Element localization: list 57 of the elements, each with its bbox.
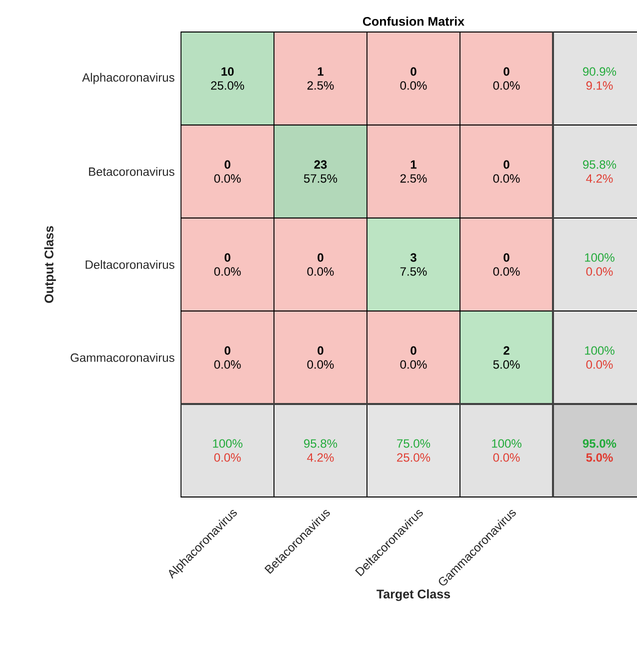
chart-title: Confusion Matrix bbox=[362, 16, 464, 26]
annotation: 0.0% bbox=[214, 360, 241, 369]
data-label: 0 bbox=[504, 67, 510, 76]
annotation: 0.0% bbox=[214, 267, 241, 276]
annotation: 4.2% bbox=[307, 453, 334, 462]
annotation: 57.5% bbox=[304, 174, 338, 183]
data-label: 3 bbox=[410, 253, 416, 262]
annotation: 2.5% bbox=[400, 174, 427, 183]
annotation: 0.0% bbox=[307, 360, 334, 369]
data-label: 100% bbox=[585, 346, 614, 355]
data-label: 95.0% bbox=[582, 439, 616, 448]
data-label: 0 bbox=[504, 160, 510, 169]
annotation: 0.0% bbox=[493, 81, 520, 90]
data-label: 0 bbox=[224, 346, 230, 355]
y-axis-title: Output Class bbox=[44, 226, 56, 303]
annotation: 0.0% bbox=[493, 174, 520, 183]
annotation: 0.0% bbox=[586, 360, 613, 369]
data-label: 1 bbox=[318, 67, 324, 76]
annotation: 0.0% bbox=[400, 81, 427, 90]
data-label: 1 bbox=[410, 160, 416, 169]
annotation: 0.0% bbox=[493, 267, 520, 276]
annotation: 5.0% bbox=[493, 360, 520, 369]
y-tick-label: Alphacoronavirus bbox=[82, 72, 174, 84]
annotation: 5.0% bbox=[586, 453, 613, 462]
annotation: 4.2% bbox=[586, 174, 613, 183]
annotation: 0.0% bbox=[493, 453, 520, 462]
data-label: 2 bbox=[504, 346, 510, 355]
data-label: 100% bbox=[585, 253, 614, 262]
annotation: 0.0% bbox=[214, 174, 241, 183]
data-label: 95.8% bbox=[583, 160, 616, 169]
data-label: 90.9% bbox=[583, 67, 616, 76]
data-label: 0 bbox=[224, 253, 230, 262]
annotation: 0.0% bbox=[307, 267, 334, 276]
data-label: 95.8% bbox=[304, 439, 338, 448]
data-label: 0 bbox=[410, 67, 416, 76]
annotation: 2.5% bbox=[307, 81, 334, 90]
annotation: 0.0% bbox=[586, 267, 613, 276]
data-label: 23 bbox=[314, 160, 327, 169]
data-label: 0 bbox=[224, 160, 230, 169]
annotation: 9.1% bbox=[586, 81, 613, 90]
annotation: 25.0% bbox=[211, 81, 244, 90]
annotation: 25.0% bbox=[397, 453, 430, 462]
data-label: 0 bbox=[410, 346, 416, 355]
data-label: 100% bbox=[213, 439, 242, 448]
data-label: 0 bbox=[504, 253, 510, 262]
y-tick-label: Betacoronavirus bbox=[89, 167, 174, 176]
data-label: 100% bbox=[492, 439, 522, 448]
y-tick-label: Deltacoronavirus bbox=[86, 260, 174, 269]
x-axis-title: Target Class bbox=[376, 589, 450, 602]
data-label: 10 bbox=[222, 67, 234, 76]
annotation: 0.0% bbox=[400, 360, 427, 369]
y-tick-label: Gammacoronavirus bbox=[70, 353, 174, 362]
annotation: 7.5% bbox=[400, 267, 427, 276]
data-label: 75.0% bbox=[397, 439, 430, 448]
data-label: 0 bbox=[318, 253, 324, 262]
data-label: 0 bbox=[318, 346, 324, 355]
annotation: 0.0% bbox=[214, 453, 241, 462]
